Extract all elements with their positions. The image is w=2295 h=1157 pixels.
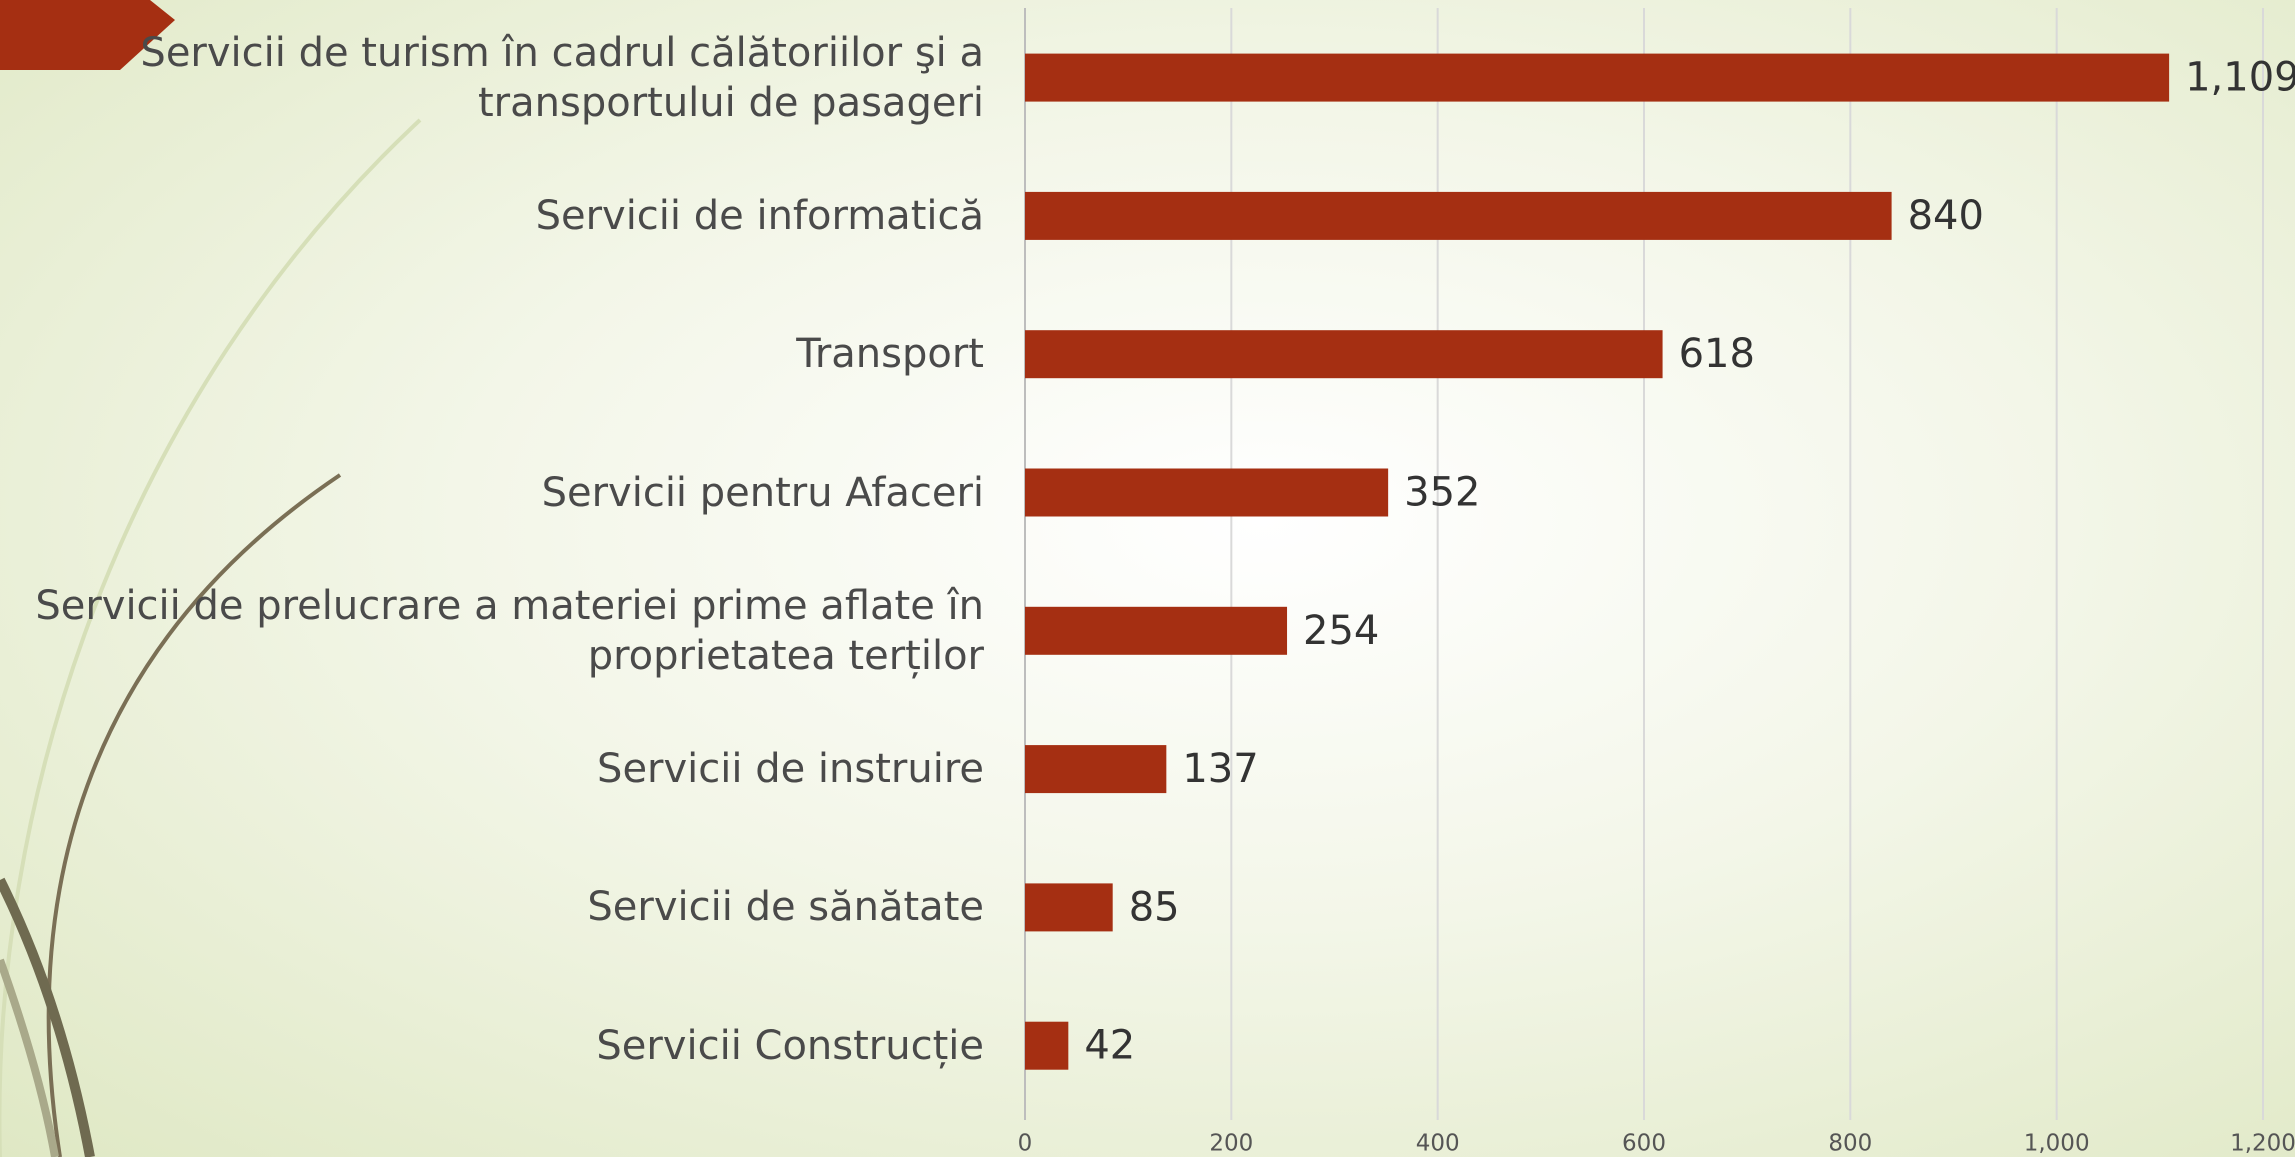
value-label: 137 xyxy=(1182,746,1258,792)
category-label: Servicii de instruire xyxy=(597,744,984,794)
bar xyxy=(1025,607,1287,655)
value-label: 1,109 xyxy=(2185,55,2295,101)
value-label: 42 xyxy=(1084,1023,1135,1069)
x-tick-label: 0 xyxy=(1018,1131,1033,1157)
bar xyxy=(1025,469,1388,517)
value-label: 352 xyxy=(1404,470,1480,516)
x-tick-label: 1,000 xyxy=(2024,1131,2090,1157)
x-tick-label: 400 xyxy=(1416,1131,1460,1157)
x-tick-label: 800 xyxy=(1828,1131,1872,1157)
x-tick-label: 1,200 xyxy=(2230,1131,2295,1157)
category-label: Servicii de prelucrare a materiei prime … xyxy=(35,581,984,681)
value-label: 840 xyxy=(1908,193,1984,239)
bar xyxy=(1025,883,1113,931)
bar xyxy=(1025,192,1892,240)
category-label: Servicii Construcție xyxy=(596,1021,984,1071)
slide: 0 200 400 600 800 1,000 1,200 1,109 840 618 352 254… xyxy=(0,0,2295,1157)
category-label: Servicii pentru Afaceri xyxy=(542,468,984,518)
value-label: 254 xyxy=(1303,608,1379,654)
bar xyxy=(1025,745,1166,793)
value-label: 618 xyxy=(1679,331,1755,377)
category-label: Transport xyxy=(796,329,984,379)
decoration xyxy=(0,0,420,1157)
bar xyxy=(1025,330,1663,378)
category-label: Servicii de turism în cadrul călătoriilo… xyxy=(140,28,984,128)
category-label: Servicii de sănătate xyxy=(587,882,984,932)
bar xyxy=(1025,54,2169,102)
category-label: Servicii de informatică xyxy=(536,191,984,241)
x-tick-label: 200 xyxy=(1209,1131,1253,1157)
value-label: 85 xyxy=(1129,884,1180,930)
chart: 0 200 400 600 800 1,000 1,200 1,109 840 618 352 254… xyxy=(0,0,2295,1157)
bar xyxy=(1025,1022,1068,1070)
x-tick-label: 600 xyxy=(1622,1131,1666,1157)
